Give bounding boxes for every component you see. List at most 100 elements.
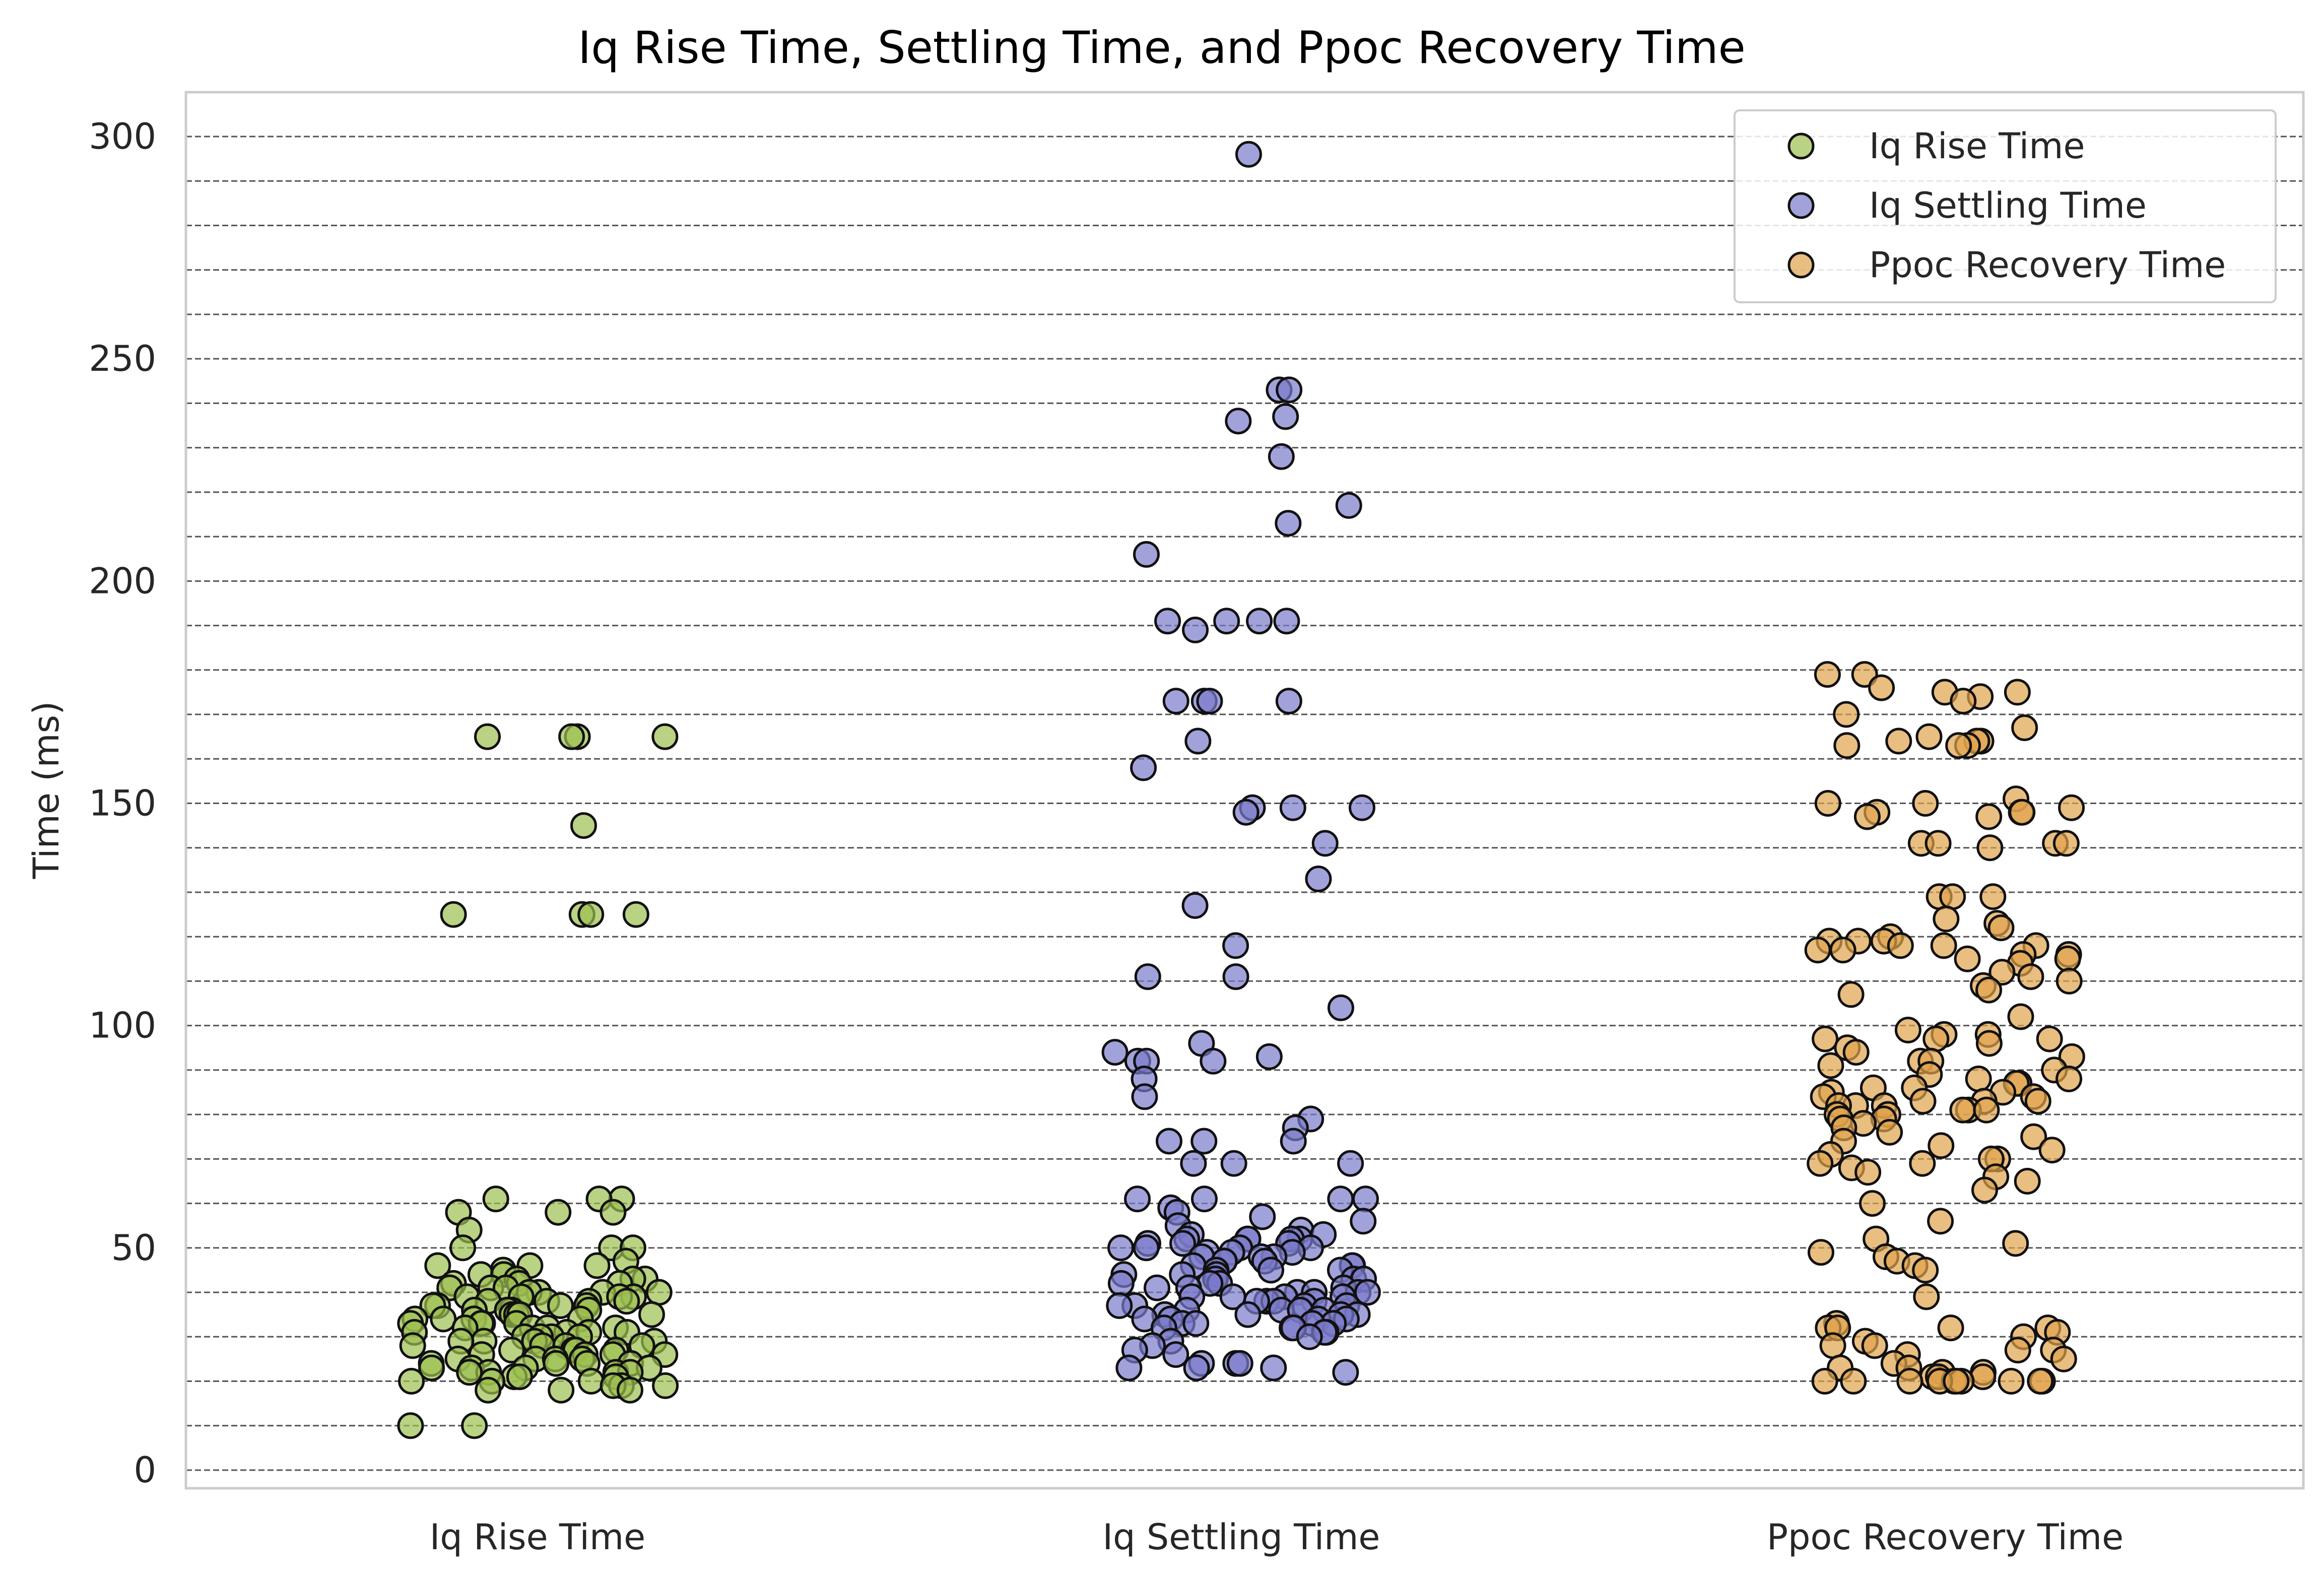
data-point	[1975, 976, 2003, 1004]
data-point	[1912, 1257, 1939, 1284]
data-point	[583, 1252, 611, 1279]
data-point	[1807, 1150, 1834, 1177]
data-point	[1814, 661, 1841, 688]
y-tick-label: 100	[89, 1005, 156, 1046]
data-point	[622, 901, 649, 928]
data-point	[652, 1372, 679, 1399]
data-point	[1124, 1185, 1151, 1213]
data-point	[1868, 674, 1895, 701]
plot-frame	[184, 91, 2305, 1490]
data-point	[543, 1350, 570, 1377]
data-point	[1332, 1359, 1359, 1386]
data-point	[1268, 443, 1295, 470]
data-point	[1234, 1301, 1261, 1328]
data-point	[1279, 794, 1306, 821]
data-point	[1950, 688, 1977, 715]
legend-marker	[1787, 192, 1815, 219]
data-point	[440, 901, 467, 928]
data-point	[1107, 1270, 1135, 1297]
data-point	[1280, 1128, 1307, 1155]
data-point	[399, 1332, 426, 1359]
data-point	[1115, 1354, 1143, 1381]
data-point	[2054, 945, 2081, 972]
data-point	[2004, 679, 2031, 706]
data-point	[1180, 1150, 1207, 1177]
data-point	[1352, 1185, 1379, 1213]
data-point	[1226, 1350, 1253, 1377]
data-point	[1896, 1368, 1923, 1395]
data-point	[1169, 1230, 1197, 1257]
data-point	[1927, 1208, 1954, 1235]
data-point	[1196, 688, 1223, 715]
data-point	[1894, 1017, 1921, 1043]
data-point	[577, 901, 605, 928]
y-axis-label: Time (ms)	[26, 701, 67, 880]
data-point	[1976, 834, 2004, 862]
y-tick-label: 50	[111, 1227, 156, 1269]
data-point	[2004, 1337, 2031, 1364]
data-point	[1130, 754, 1157, 781]
data-point	[1222, 932, 1249, 959]
data-point	[1246, 608, 1273, 635]
data-point	[1327, 994, 1354, 1021]
y-tick-labels: 0 50 100 150 200 250 300	[89, 116, 156, 1491]
data-point	[1854, 1159, 1882, 1186]
data-point	[1190, 1128, 1218, 1155]
data-point	[1814, 790, 1841, 817]
data-point	[577, 1368, 605, 1395]
data-point	[1973, 1096, 2000, 1123]
y-tick-label: 200	[89, 560, 156, 602]
legend-box	[1734, 109, 2277, 303]
data-point	[545, 1199, 572, 1226]
data-point	[1154, 608, 1181, 635]
x-tick-label: Iq Settling Time	[1103, 1516, 1380, 1558]
y-tick-label: 0	[134, 1449, 156, 1491]
data-point	[1133, 541, 1160, 568]
data-point	[2055, 1066, 2083, 1092]
data-point	[482, 1185, 509, 1213]
data-point	[1191, 1185, 1218, 1213]
legend: Iq Rise Time Iq Settling Time Ppoc Recover…	[1734, 109, 2277, 303]
data-point	[2038, 1137, 2066, 1164]
data-point	[1943, 1368, 1970, 1395]
data-point	[1327, 1185, 1354, 1213]
data-point	[2007, 1003, 2034, 1030]
legend-label: Iq Settling Time	[1869, 185, 2147, 226]
data-point	[1131, 1083, 1158, 1110]
data-point	[1969, 1363, 1997, 1391]
y-tick-label: 300	[89, 116, 156, 157]
data-point	[1272, 403, 1299, 430]
data-point	[1817, 1052, 1844, 1079]
data-point	[1975, 803, 2003, 830]
data-point	[1350, 1208, 1377, 1235]
data-point	[645, 1279, 673, 1306]
data-point	[1808, 1239, 1834, 1266]
data-point	[651, 723, 679, 750]
data-point	[1275, 688, 1302, 715]
data-point	[1937, 1314, 1964, 1342]
data-point	[1949, 1096, 1976, 1123]
data-point	[1971, 1176, 1998, 1204]
legend-marker	[1787, 133, 1815, 160]
data-point	[1930, 932, 1957, 959]
x-tick-label: Ppoc Recovery Time	[1767, 1516, 2123, 1558]
data-point	[1998, 1368, 2025, 1395]
data-point	[1235, 141, 1262, 168]
data-point	[2009, 799, 2036, 826]
data-point	[1924, 830, 1952, 857]
data-point	[558, 723, 585, 750]
data-point	[1311, 830, 1339, 857]
data-point	[1912, 790, 1939, 817]
data-point	[2052, 830, 2080, 857]
data-point	[424, 1252, 451, 1279]
data-point	[1945, 732, 1972, 759]
y-tick-label: 250	[89, 338, 156, 379]
data-point	[1273, 608, 1300, 635]
x-tick-label: Iq Rise Time	[430, 1516, 646, 1558]
data-point	[1975, 1030, 2003, 1057]
data-point	[1305, 866, 1332, 892]
data-point	[638, 1301, 665, 1328]
data-point	[2014, 1168, 2041, 1195]
data-point	[1182, 1310, 1210, 1337]
data-point	[1913, 1283, 1940, 1310]
